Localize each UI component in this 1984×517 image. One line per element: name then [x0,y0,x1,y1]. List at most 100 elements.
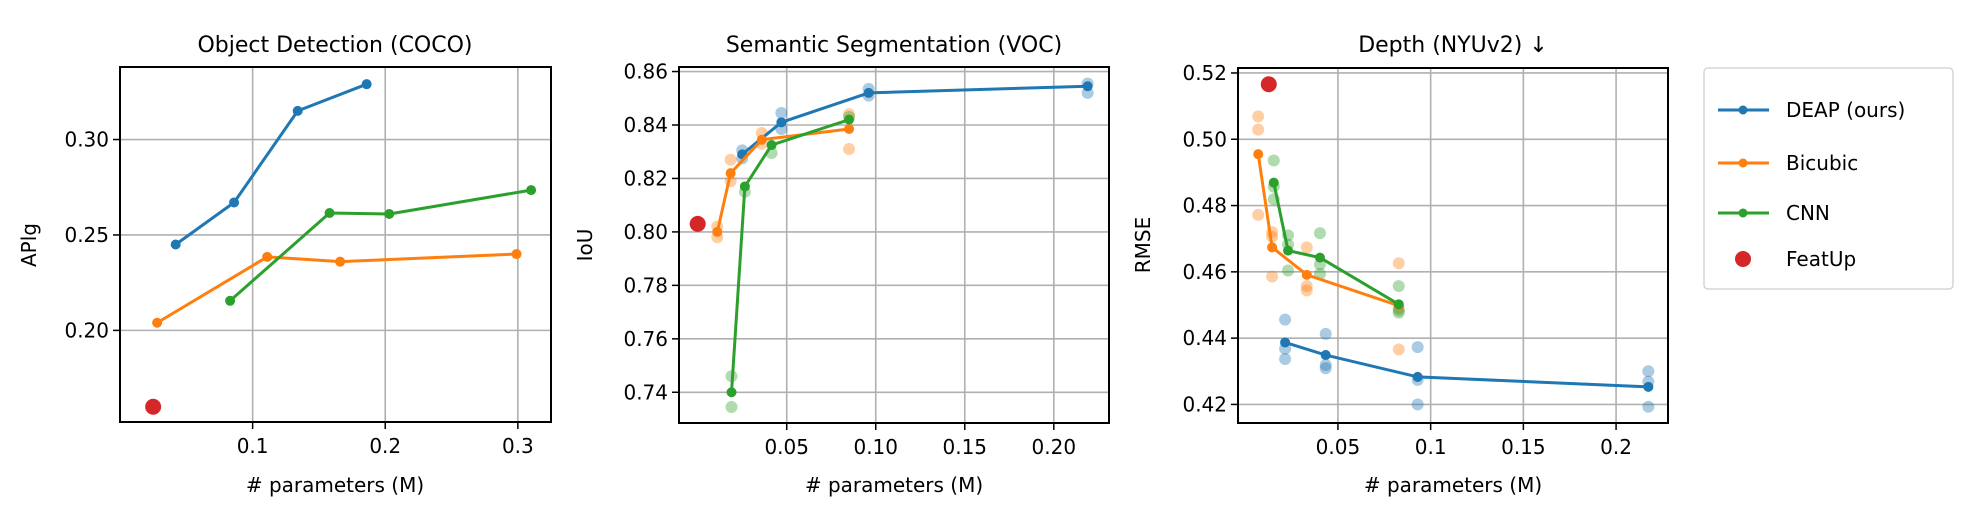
series-marker [384,208,395,219]
series-line [1284,341,1649,389]
x-tick-label: 0.05 [1316,435,1361,459]
y-tick-label: 0.74 [623,380,668,404]
x-tick-label: 0.15 [1501,435,1546,459]
scatter-point [1411,341,1424,354]
scatter-point [1319,362,1332,375]
legend-label: CNN [1786,201,1830,225]
series-marker [152,317,163,328]
series-marker [225,295,236,306]
scatter-point [1411,398,1424,411]
y-tick-label: 0.52 [1182,61,1227,85]
panel-title: Depth (NYUv2) ↓ [1358,33,1548,58]
panel-object-detection: 0.1 0.2 0.3 0.20 0.25 0.30 Object Detection (… [17,33,552,497]
series-line [730,118,850,393]
series-marker [725,168,736,179]
series-marker [1393,299,1404,310]
scatter-point [843,143,856,156]
x-axis-label: # parameters (M) [246,473,424,497]
plot-area: 0.05 0.10 0.15 0.20 0.74 0.76 0.78 0.80 0.82 0.84… [623,60,1110,459]
legend-marker-icon [1735,251,1751,267]
legend: DEAP (ours) Bicubic CNN FeatUp [1703,67,1954,290]
scatter-point [1279,353,1292,366]
panel-title: Semantic Segmentation (VOC) [726,33,1062,58]
series-marker [262,251,273,262]
scatter-point [1392,280,1405,293]
series-marker [511,249,522,260]
x-axis-label: # parameters (M) [1364,473,1542,497]
scatter-point [1266,270,1279,283]
scatter-point [1282,264,1295,277]
series-line [156,252,517,325]
series-marker [1267,242,1278,253]
scatter-point [1300,241,1313,254]
scatter-point [724,153,737,166]
scatter-point [1392,257,1405,270]
series-line [1256,153,1400,308]
series-marker [526,185,537,196]
scatter-point [1642,400,1655,413]
scatter-point [1267,154,1280,167]
series-line [741,84,1088,156]
x-tick-label: 0.05 [764,435,809,459]
series-line [715,127,850,233]
x-axis-label: # parameters (M) [805,473,983,497]
series-marker [863,87,874,98]
series-marker [292,105,303,116]
series-marker [766,140,777,151]
y-tick-label: 0.30 [64,128,109,152]
scatter-point [725,400,738,413]
scatter-point [1279,313,1292,326]
panel-semantic-segmentation: 0.05 0.10 0.15 0.20 0.74 0.76 0.78 0.80 0.82 0.84… [573,33,1110,497]
y-axis-label: IoU [573,229,597,262]
x-tick-label: 0.3 [502,434,534,458]
legend-label: FeatUp [1786,247,1856,271]
y-tick-label: 0.25 [64,223,109,247]
panel-depth: 0.05 0.1 0.15 0.2 0.42 0.44 0.46 0.48 0.50 0.52 D… [1131,33,1669,497]
scatter-point [1392,343,1405,356]
legend-box [1703,67,1954,290]
x-tick-label: 0.2 [369,434,401,458]
series-marker [1320,350,1331,361]
series-marker [1643,381,1654,392]
x-tick-label: 0.15 [943,435,988,459]
plot-area: 0.05 0.1 0.15 0.2 0.42 0.44 0.46 0.48 0.50 0.52 [1182,61,1669,459]
panel-title: Object Detection (COCO) [197,33,472,58]
y-tick-label: 0.50 [1182,127,1227,151]
x-tick-label: 0.2 [1600,435,1632,459]
series-marker [1283,245,1294,256]
series-line [229,188,532,302]
legend-label: DEAP (ours) [1786,98,1905,122]
y-axis-label: APlg [17,223,41,267]
legend-entry-bicubic: Bicubic [1718,151,1858,175]
series-marker [756,134,767,145]
series-marker [335,256,346,267]
y-tick-label: 0.46 [1182,260,1227,284]
legend-marker-icon [1738,158,1748,168]
x-tick-label: 0.1 [237,434,269,458]
series-marker [844,124,855,135]
y-tick-label: 0.78 [623,273,668,297]
legend-marker-icon [1738,208,1748,218]
featup-point [145,398,162,415]
featup-point [689,215,706,232]
y-tick-label: 0.84 [623,113,668,137]
scatter-point [1252,123,1265,136]
series-marker [1280,337,1291,348]
legend-entry-cnn: CNN [1718,201,1830,225]
series-marker [361,79,372,90]
y-tick-label: 0.44 [1182,326,1227,350]
legend-entry-deap: DEAP (ours) [1718,98,1905,122]
scatter-point [1300,284,1313,297]
legend-entry-featup: FeatUp [1735,247,1856,271]
series-line [1272,182,1400,306]
series-marker [1412,371,1423,382]
scatter-point [1313,227,1326,240]
series-marker [776,117,787,128]
scatter-point [1300,280,1313,293]
y-tick-label: 0.42 [1182,392,1227,416]
y-tick-label: 0.80 [623,220,668,244]
y-tick-label: 0.82 [623,166,668,190]
axes-frame [678,66,1110,424]
scatter-point [1319,358,1332,371]
